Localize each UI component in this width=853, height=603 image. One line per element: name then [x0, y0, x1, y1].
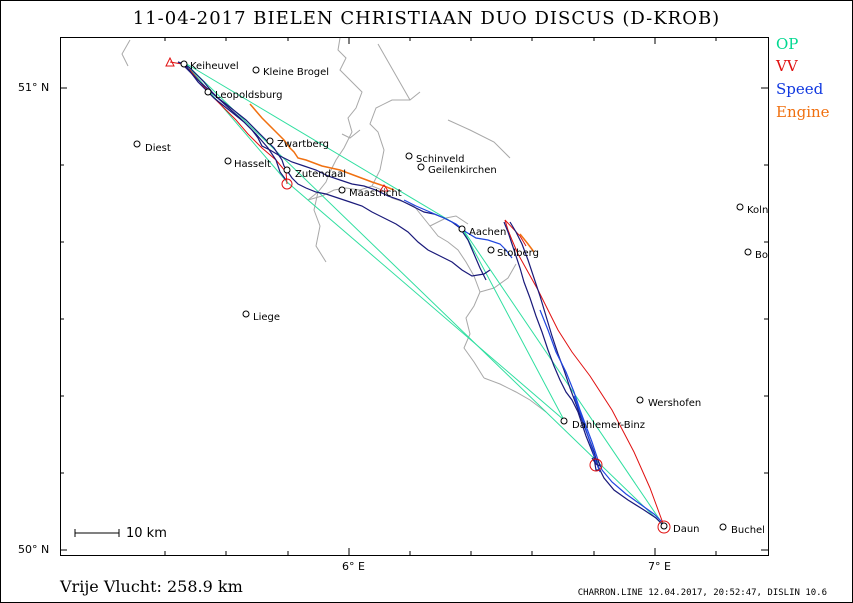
scale-bar-label: 10 km: [126, 526, 167, 541]
lat-label-51: 51° N: [18, 81, 50, 94]
place-label: Zwartberg: [277, 139, 329, 150]
place-label: Zutendaal: [295, 169, 346, 180]
waypoint-triangle: [379, 184, 389, 192]
lon-label-7: 7° E: [648, 560, 671, 573]
start-triangle: [165, 56, 175, 67]
place-label: Koln: [747, 205, 769, 216]
route-markers: [165, 56, 671, 534]
turnpoint-circle: [589, 458, 603, 472]
place-label: Leopoldsburg: [215, 90, 283, 101]
place-label: Keiheuvel: [190, 61, 239, 72]
legend-speed: Speed: [776, 80, 824, 98]
chart-title: 11-04-2017 BIELEN CHRISTIAAN DUO DISCUS …: [132, 8, 721, 29]
place-markers: [133, 60, 752, 531]
place-label: Geilenkirchen: [428, 165, 497, 176]
legend-vv: VV: [776, 57, 798, 75]
place-label: Daun: [673, 524, 700, 535]
place-label: Wershofen: [648, 398, 702, 409]
footer-info: CHARRON.LINE 12.04.2017, 20:52:47, DISLI…: [577, 588, 827, 598]
place-label: Aachen: [469, 227, 507, 238]
map-frame: [60, 37, 769, 556]
finish-circle: [657, 520, 671, 534]
place-label: Schinveld: [416, 154, 465, 165]
place-label: Diest: [145, 143, 171, 154]
lon-label-6: 6° E: [342, 560, 365, 573]
place-label: Dahlemer-Binz: [572, 420, 645, 431]
turnpoint-circle: [281, 178, 293, 190]
place-label: Liege: [253, 312, 281, 323]
legend-engine: Engine: [776, 103, 830, 121]
engine-track: [249, 103, 535, 253]
axis-ticks: [60, 37, 768, 555]
lat-label-50: 50° N: [18, 543, 50, 556]
free-flight-distance: Vrije Vlucht: 258.9 km: [60, 577, 243, 596]
place-label: Bo: [755, 250, 768, 261]
legend-op: OP: [776, 35, 799, 53]
place-label: Buchel: [731, 525, 765, 536]
place-label: Stolberg: [497, 248, 539, 259]
place-label: Kleine Brogel: [263, 67, 330, 78]
place-label: Hasselt: [234, 159, 271, 170]
scale-bar: [74, 529, 120, 537]
place-label: Maastricht: [349, 188, 402, 199]
flight-track: [177, 61, 663, 525]
